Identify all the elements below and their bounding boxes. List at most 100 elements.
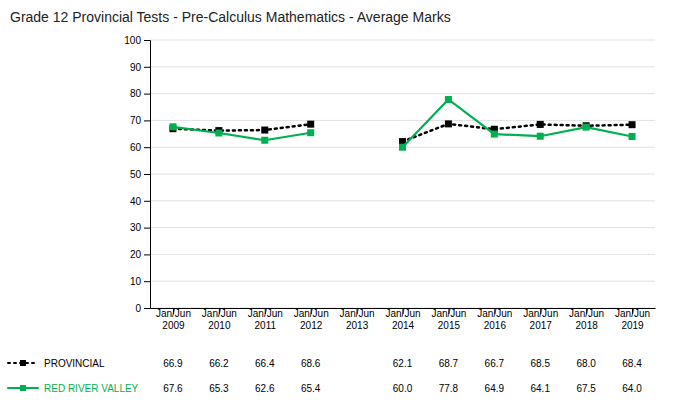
legend-entry: RED RIVER VALLEY xyxy=(8,383,139,394)
y-tick: 70 xyxy=(130,115,150,126)
grid-line xyxy=(150,93,655,94)
data-label: 68.4 xyxy=(622,358,642,369)
y-tick-label: 10 xyxy=(130,276,142,287)
legend-marker xyxy=(20,385,26,391)
marker xyxy=(445,96,452,103)
x-tick-label-line: Jan/Jun xyxy=(248,308,283,319)
marker xyxy=(261,127,268,134)
marker xyxy=(629,133,636,140)
x-tick-label: Jan/Jun2011 xyxy=(248,308,283,331)
y-tick-label: 30 xyxy=(130,222,142,233)
marker xyxy=(169,123,176,130)
marker xyxy=(583,124,590,131)
series-markers xyxy=(169,120,635,145)
marker xyxy=(491,131,498,138)
x-tick-label: Jan/Jun2019 xyxy=(615,308,650,331)
y-tick: 50 xyxy=(130,169,150,180)
x-tick-label: Jan/Jun2013 xyxy=(340,308,375,331)
grid-line xyxy=(150,227,655,228)
y-tick-mark xyxy=(144,147,150,148)
grid-line xyxy=(150,281,655,282)
y-tick-label: 90 xyxy=(130,62,142,73)
y-tick: 10 xyxy=(130,276,150,287)
marker xyxy=(445,120,452,127)
grid-line xyxy=(150,200,655,201)
legend-marker xyxy=(20,360,26,366)
y-tick-label: 60 xyxy=(130,142,142,153)
x-tick-label-line: Jan/Jun xyxy=(385,308,420,319)
grid xyxy=(150,40,655,308)
series-markers xyxy=(169,96,635,151)
data-label: 68.6 xyxy=(301,358,321,369)
data-label: 65.4 xyxy=(301,383,321,394)
data-label: 60.0 xyxy=(393,383,413,394)
y-tick-mark xyxy=(144,281,150,282)
y-tick-label: 80 xyxy=(130,88,142,99)
data-label: 66.7 xyxy=(485,358,505,369)
x-tick-label-line: 2010 xyxy=(208,320,231,331)
y-tick-mark xyxy=(144,67,150,68)
x-tick-label: Jan/Jun2009 xyxy=(156,308,191,331)
x-tick: Jan/Jun2009 xyxy=(156,308,191,331)
data-label: 66.9 xyxy=(163,358,183,369)
data-label: 65.3 xyxy=(209,383,229,394)
y-tick-mark xyxy=(144,254,150,255)
x-axis: Jan/Jun2009Jan/Jun2010Jan/Jun2011Jan/Jun… xyxy=(151,308,656,331)
data-label: 68.7 xyxy=(439,358,459,369)
y-tick-mark xyxy=(144,228,150,229)
data-label: 77.8 xyxy=(439,383,459,394)
y-axis-line xyxy=(144,41,151,309)
y-axis: 0 10 20 30 40 50 60 70 80 90 100 xyxy=(124,35,150,314)
y-tick-mark xyxy=(144,94,150,95)
y-tick-label: 40 xyxy=(130,196,142,207)
y-tick-label: 0 xyxy=(135,303,141,314)
data-label: 67.5 xyxy=(576,383,596,394)
grid-line xyxy=(150,66,655,67)
y-tick: 60 xyxy=(130,142,150,153)
y-tick-label: 50 xyxy=(130,169,142,180)
y-tick-label: 70 xyxy=(130,115,142,126)
x-tick: Jan/Jun2018 xyxy=(569,308,604,331)
data-label: 64.1 xyxy=(530,383,550,394)
x-tick: Jan/Jun2010 xyxy=(202,308,237,331)
grid-line xyxy=(150,40,655,41)
y-tick-label: 100 xyxy=(124,35,141,46)
x-tick-label-line: 2016 xyxy=(484,320,507,331)
y-tick: 20 xyxy=(130,249,150,260)
x-tick-label: Jan/Jun2015 xyxy=(431,308,466,331)
x-tick-label: Jan/Jun2017 xyxy=(523,308,558,331)
marker xyxy=(537,121,544,128)
x-tick-label: Jan/Jun2016 xyxy=(477,308,512,331)
data-label: 66.4 xyxy=(255,358,275,369)
marker xyxy=(537,133,544,140)
y-tick: 40 xyxy=(130,196,150,207)
plot-area xyxy=(169,96,635,151)
x-tick-label-line: Jan/Jun xyxy=(431,308,466,319)
x-tick: Jan/Jun2015 xyxy=(431,308,466,331)
x-tick: Jan/Jun2017 xyxy=(523,308,558,331)
legend-label: RED RIVER VALLEY xyxy=(44,383,139,394)
data-label: 68.0 xyxy=(576,358,596,369)
x-tick-label: Jan/Jun2018 xyxy=(569,308,604,331)
x-tick-label-line: Jan/Jun xyxy=(477,308,512,319)
y-tick-mark xyxy=(144,120,150,121)
x-tick-label: Jan/Jun2010 xyxy=(202,308,237,331)
y-tick-label: 20 xyxy=(130,249,142,260)
x-tick-label: Jan/Jun2012 xyxy=(294,308,329,331)
x-tick-label-line: 2011 xyxy=(255,320,277,331)
x-tick-label-line: 2019 xyxy=(621,320,644,331)
x-tick-label-line: Jan/Jun xyxy=(523,308,558,319)
x-tick-label-line: 2009 xyxy=(162,320,185,331)
x-tick: Jan/Jun2013 xyxy=(340,308,375,331)
series-line xyxy=(173,99,632,147)
legend-entry: PROVINCIAL xyxy=(8,358,105,369)
y-tick: 80 xyxy=(130,88,150,99)
y-tick-mark xyxy=(144,174,150,175)
marker xyxy=(399,144,406,151)
data-table-row: 67.665.362.665.460.077.864.964.167.564.0 xyxy=(163,383,642,394)
x-tick-label: Jan/Jun2014 xyxy=(385,308,420,331)
y-tick: 100 xyxy=(124,35,150,46)
x-tick-label-line: 2012 xyxy=(300,320,323,331)
marker xyxy=(215,129,222,136)
grid-line xyxy=(150,254,655,255)
